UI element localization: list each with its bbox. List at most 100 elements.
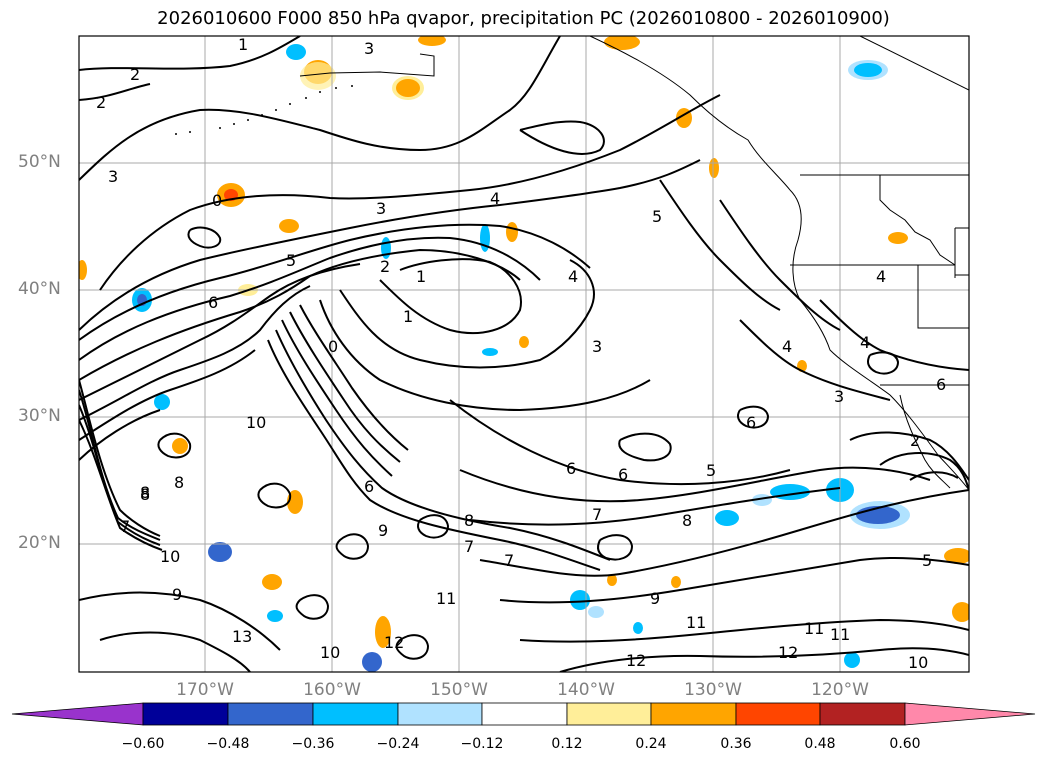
contour-label: 11 [436, 589, 456, 608]
contour-label: 7 [464, 537, 474, 556]
precip-patch [607, 574, 617, 586]
contour-label: 2 [380, 257, 390, 276]
contour-label: 2 [910, 431, 920, 450]
aleutian-islands [175, 85, 353, 135]
precip-patch [262, 574, 282, 590]
contour-label: 7 [120, 517, 130, 536]
precip-patch [418, 36, 446, 46]
contour-label: 6 [566, 459, 576, 478]
lon-label-140w: 140°W [557, 680, 615, 700]
precip-patch [588, 606, 604, 618]
contour-label: 6 [364, 477, 374, 496]
precip-patch [480, 224, 490, 252]
contour-label: 10 [908, 653, 928, 672]
precip-patch [482, 348, 498, 356]
colorbar-bin [227, 702, 314, 726]
precip-patch [208, 542, 232, 562]
contour-label: 12 [778, 643, 798, 662]
contour-label: 9 [378, 521, 388, 540]
colorbar-bin [650, 702, 737, 726]
contour-label: 8 [174, 473, 184, 492]
contour-label: 6 [208, 293, 218, 312]
colorbar-extend-high [904, 702, 1036, 726]
lon-label-130w: 130°W [684, 680, 742, 700]
contour-label: 1 [238, 35, 248, 54]
contour-label: 3 [108, 167, 118, 186]
lon-label-170w: 170°W [176, 680, 234, 700]
contour-label: 6 [936, 375, 946, 394]
contour-label: 3 [364, 39, 374, 58]
contour-label: 4 [876, 267, 886, 286]
precip-patch [671, 576, 681, 588]
contour-label: 8 [140, 483, 150, 502]
contour-label: 9 [650, 589, 660, 608]
contour-label: 11 [804, 619, 824, 638]
precip-patch [506, 222, 518, 242]
map-plot-area: 1 3 2 2 3 4 5 3 2 1 1 6 5 4 3 6 7 8 6 6 … [79, 35, 969, 672]
colorbar-tick-label: 0.60 [889, 736, 921, 752]
lat-label-30n: 30°N [18, 406, 61, 426]
precip-patch [854, 63, 882, 77]
contour-label: 9 [172, 585, 182, 604]
precip-patch [519, 336, 529, 348]
colorbar-bin [312, 702, 399, 726]
lat-label-20n: 20°N [18, 533, 61, 553]
map-title: 2026010600 F000 850 hPa qvapor, precipit… [157, 8, 890, 29]
graticule [79, 36, 969, 672]
colorbar-tick-label: 0.24 [635, 736, 667, 752]
precip-patch [709, 158, 719, 178]
precip-patch [396, 79, 420, 97]
contour-label: 7 [592, 505, 602, 524]
precip-patch [279, 219, 299, 233]
contour-label: 3 [376, 199, 386, 218]
colorbar-tick-label: −0.60 [121, 736, 165, 752]
contour-label: 4 [568, 267, 578, 286]
colorbar-bin [566, 702, 652, 726]
precip-patch [570, 590, 590, 610]
precip-patch [79, 260, 87, 280]
contour-label: 6 [618, 465, 628, 484]
precip-patch [715, 510, 739, 526]
colorbar-tick-label: −0.36 [291, 736, 335, 752]
contour-label: 4 [860, 333, 870, 352]
lon-label-120w: 120°W [811, 680, 869, 700]
precip-patch [286, 44, 306, 60]
precip-patch [844, 652, 860, 668]
contour-label: 4 [782, 337, 792, 356]
contour-label: 10 [320, 643, 340, 662]
coastlines [299, 36, 969, 491]
contour-label: 10 [160, 547, 180, 566]
contour-label: 5 [652, 207, 662, 226]
contour-label: 8 [140, 485, 150, 504]
contour-label: 12 [384, 633, 404, 652]
contour-label: 5 [706, 461, 716, 480]
lon-label-150w: 150°W [430, 680, 488, 700]
contour-label: 1 [416, 267, 426, 286]
lat-label-40n: 40°N [18, 279, 61, 299]
contour-label: 3 [834, 387, 844, 406]
colorbar-bin [735, 702, 821, 726]
precip-patch [944, 548, 969, 564]
contour-label: 8 [682, 511, 692, 530]
contour-label: 6 [746, 413, 756, 432]
lon-label-160w: 160°W [303, 680, 361, 700]
precip-patch [633, 622, 643, 634]
contour-label: 1 [403, 307, 413, 326]
precip-patch [888, 232, 908, 244]
precip-patch [300, 62, 336, 90]
precip-patch [362, 652, 382, 672]
contour-label: 8 [464, 511, 474, 530]
contour-label: 11 [830, 625, 850, 644]
contour-label: 5 [286, 251, 296, 270]
contour-label: 3 [592, 337, 602, 356]
colorbar-bin [397, 702, 483, 726]
contour-label: 0 [212, 191, 222, 210]
colorbar [11, 702, 1036, 726]
colorbar-tick-label: 0.12 [551, 736, 583, 752]
qvapor-contours [79, 36, 969, 672]
contour-label: 0 [328, 337, 338, 356]
contour-label: 2 [96, 93, 106, 112]
colorbar-bin [481, 702, 568, 726]
precip-patch [375, 616, 391, 648]
